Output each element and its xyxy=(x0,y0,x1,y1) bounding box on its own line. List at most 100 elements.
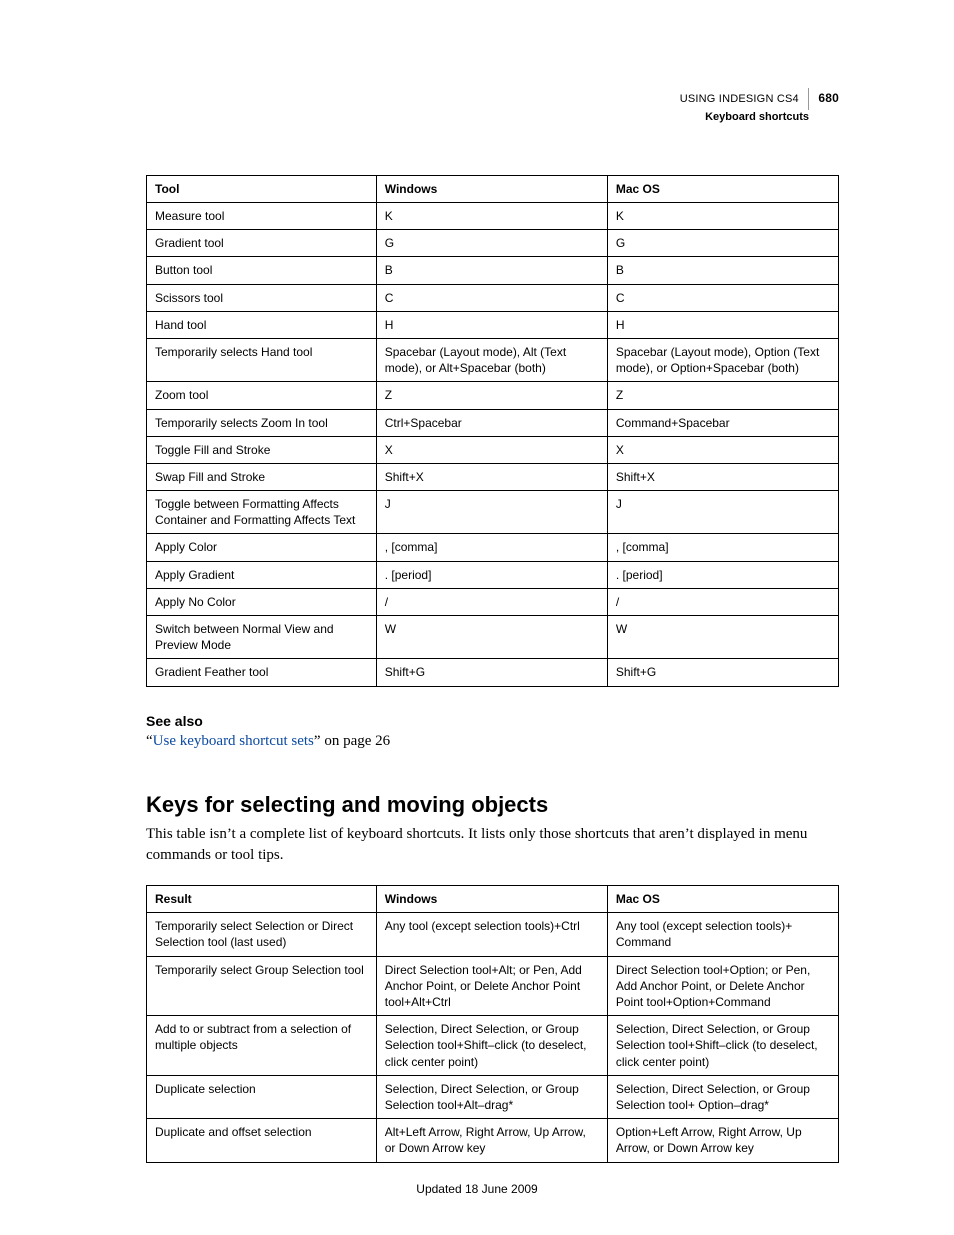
table-cell: Shift+X xyxy=(607,463,838,490)
table-row: Swap Fill and StrokeShift+XShift+X xyxy=(147,463,839,490)
table-cell: Direct Selection tool+Alt; or Pen, Add A… xyxy=(376,956,607,1016)
table-cell: Scissors tool xyxy=(147,284,377,311)
table-cell: C xyxy=(607,284,838,311)
table-row: Temporarily select Selection or Direct S… xyxy=(147,913,839,956)
table-cell: B xyxy=(376,257,607,284)
table-cell: Duplicate and offset selection xyxy=(147,1119,377,1162)
table-cell: / xyxy=(607,588,838,615)
table-header-row: Tool Windows Mac OS xyxy=(147,175,839,202)
see-also-label: See also xyxy=(146,713,839,729)
running-header: USING INDESIGN CS4 680 Keyboard shortcut… xyxy=(146,88,839,125)
table-cell: Shift+G xyxy=(376,659,607,686)
table-row: Apply No Color// xyxy=(147,588,839,615)
table-cell: Spacebar (Layout mode), Option (Text mod… xyxy=(607,338,838,381)
table-row: Apply Color, [comma], [comma] xyxy=(147,534,839,561)
table-cell: Spacebar (Layout mode), Alt (Text mode),… xyxy=(376,338,607,381)
table-cell: B xyxy=(607,257,838,284)
table-cell: Switch between Normal View and Preview M… xyxy=(147,616,377,659)
table-cell: Selection, Direct Selection, or Group Se… xyxy=(376,1016,607,1076)
table-cell: X xyxy=(376,436,607,463)
see-also-block: See also “Use keyboard shortcut sets” on… xyxy=(146,713,839,750)
col-header-macos: Mac OS xyxy=(607,175,838,202)
table-cell: J xyxy=(376,491,607,534)
table-cell: Any tool (except selection tools)+Ctrl xyxy=(376,913,607,956)
page-number: 680 xyxy=(818,91,839,105)
table-cell: Temporarily selects Hand tool xyxy=(147,338,377,381)
table-cell: K xyxy=(607,203,838,230)
table-row: Gradient toolGG xyxy=(147,230,839,257)
col-header-windows: Windows xyxy=(376,886,607,913)
table-cell: Ctrl+Spacebar xyxy=(376,409,607,436)
section-intro: This table isn’t a complete list of keyb… xyxy=(146,824,839,868)
table-cell: Apply Gradient xyxy=(147,561,377,588)
table-cell: C xyxy=(376,284,607,311)
table-cell: Any tool (except selection tools)+ Comma… xyxy=(607,913,838,956)
table-cell: Swap Fill and Stroke xyxy=(147,463,377,490)
col-header-result: Result xyxy=(147,886,377,913)
table-row: Zoom toolZZ xyxy=(147,382,839,409)
table-cell: Gradient tool xyxy=(147,230,377,257)
table-row: Button toolBB xyxy=(147,257,839,284)
table-row: Apply Gradient. [period]. [period] xyxy=(147,561,839,588)
table-cell: Direct Selection tool+Option; or Pen, Ad… xyxy=(607,956,838,1016)
table-cell: Selection, Direct Selection, or Group Se… xyxy=(376,1075,607,1118)
table-cell: Shift+G xyxy=(607,659,838,686)
table-row: Add to or subtract from a selection of m… xyxy=(147,1016,839,1076)
table-cell: Toggle Fill and Stroke xyxy=(147,436,377,463)
table-cell: . [period] xyxy=(607,561,838,588)
section-heading: Keys for selecting and moving objects xyxy=(146,792,839,818)
table-row: Gradient Feather toolShift+GShift+G xyxy=(147,659,839,686)
table-row: Toggle between Formatting Affects Contai… xyxy=(147,491,839,534)
table-row: Switch between Normal View and Preview M… xyxy=(147,616,839,659)
table-cell: Alt+Left Arrow, Right Arrow, Up Arrow, o… xyxy=(376,1119,607,1162)
table-cell: K xyxy=(376,203,607,230)
selection-shortcuts-table: Result Windows Mac OS Temporarily select… xyxy=(146,885,839,1162)
header-rule xyxy=(808,88,809,110)
col-header-windows: Windows xyxy=(376,175,607,202)
table-cell: G xyxy=(607,230,838,257)
table-cell: Z xyxy=(376,382,607,409)
table-header-row: Result Windows Mac OS xyxy=(147,886,839,913)
table-cell: Gradient Feather tool xyxy=(147,659,377,686)
table-cell: Temporarily select Selection or Direct S… xyxy=(147,913,377,956)
table-row: Scissors toolCC xyxy=(147,284,839,311)
table-cell: , [comma] xyxy=(376,534,607,561)
table-cell: Command+Spacebar xyxy=(607,409,838,436)
table-cell: , [comma] xyxy=(607,534,838,561)
table-row: Duplicate and offset selectionAlt+Left A… xyxy=(147,1119,839,1162)
table-cell: Option+Left Arrow, Right Arrow, Up Arrow… xyxy=(607,1119,838,1162)
see-also-suffix: on page 26 xyxy=(321,733,391,749)
table-row: Toggle Fill and StrokeXX xyxy=(147,436,839,463)
page-footer: Updated 18 June 2009 xyxy=(0,1182,954,1196)
col-header-tool: Tool xyxy=(147,175,377,202)
see-also-link[interactable]: Use keyboard shortcut sets xyxy=(153,733,314,749)
table-cell: Toggle between Formatting Affects Contai… xyxy=(147,491,377,534)
table-row: Duplicate selectionSelection, Direct Sel… xyxy=(147,1075,839,1118)
table-cell: / xyxy=(376,588,607,615)
table-cell: Temporarily select Group Selection tool xyxy=(147,956,377,1016)
table-row: Measure toolKK xyxy=(147,203,839,230)
table-cell: Add to or subtract from a selection of m… xyxy=(147,1016,377,1076)
doc-title: USING INDESIGN CS4 xyxy=(680,93,799,105)
table-cell: Duplicate selection xyxy=(147,1075,377,1118)
table-cell: Selection, Direct Selection, or Group Se… xyxy=(607,1016,838,1076)
table-cell: Apply No Color xyxy=(147,588,377,615)
header-section: Keyboard shortcuts xyxy=(146,110,809,125)
col-header-macos: Mac OS xyxy=(607,886,838,913)
table-cell: Zoom tool xyxy=(147,382,377,409)
tools-shortcuts-table: Tool Windows Mac OS Measure toolKKGradie… xyxy=(146,175,839,687)
table-cell: Selection, Direct Selection, or Group Se… xyxy=(607,1075,838,1118)
table-cell: Temporarily selects Zoom In tool xyxy=(147,409,377,436)
table-cell: Hand tool xyxy=(147,311,377,338)
page-content: USING INDESIGN CS4 680 Keyboard shortcut… xyxy=(146,88,839,1163)
table-cell: Button tool xyxy=(147,257,377,284)
see-also-reference: “Use keyboard shortcut sets” on page 26 xyxy=(146,733,839,750)
table-row: Temporarily selects Zoom In toolCtrl+Spa… xyxy=(147,409,839,436)
table-cell: Measure tool xyxy=(147,203,377,230)
table-row: Temporarily selects Hand toolSpacebar (L… xyxy=(147,338,839,381)
table-cell: W xyxy=(607,616,838,659)
table-cell: Apply Color xyxy=(147,534,377,561)
table-cell: Shift+X xyxy=(376,463,607,490)
table-cell: H xyxy=(607,311,838,338)
table-cell: X xyxy=(607,436,838,463)
